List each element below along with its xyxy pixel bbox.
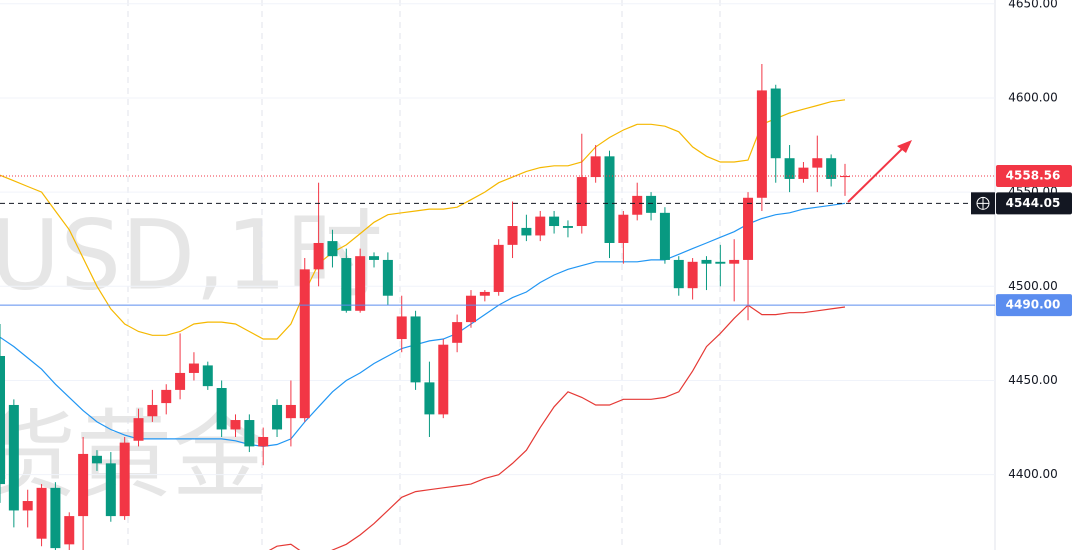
y-tick-label: 4650.00: [1008, 0, 1058, 10]
candle-body: [812, 158, 823, 168]
price-label: 4490.00: [1006, 298, 1061, 312]
arrow-head: [897, 140, 912, 153]
watermark-text: USD,1时: [0, 199, 383, 311]
candle-body: [22, 501, 33, 511]
candle-body: [826, 158, 837, 179]
candle-body: [36, 487, 47, 539]
candle-body: [646, 195, 657, 213]
candle-body: [216, 388, 227, 430]
candle-body: [382, 259, 393, 296]
candle-body: [369, 256, 380, 260]
candle-body: [105, 463, 116, 517]
candle-body: [0, 355, 5, 485]
candle-body: [770, 88, 781, 159]
candle-body: [729, 259, 740, 264]
candle-body: [756, 90, 767, 198]
y-tick-label: 4400.00: [1008, 467, 1058, 481]
candle-body: [535, 216, 546, 236]
candle-body: [119, 442, 130, 517]
candle-body: [576, 177, 587, 227]
candle-body: [78, 453, 89, 517]
candle-body: [147, 404, 158, 417]
candle-body: [452, 322, 463, 343]
watermark: USD,1时 货黄金: [0, 199, 383, 511]
candle-body: [202, 365, 213, 387]
candle-body: [258, 436, 269, 447]
candle-body: [396, 316, 407, 340]
candle-body: [161, 389, 172, 404]
candle-body: [632, 195, 643, 215]
candle-body: [701, 259, 712, 264]
candle-body: [91, 455, 102, 464]
plot: [0, 3, 995, 550]
y-tick-label: 4500.00: [1008, 279, 1058, 293]
candle-body: [562, 226, 573, 228]
candle-body: [272, 404, 283, 430]
y-tick-label: 4600.00: [1008, 90, 1058, 104]
candle-body: [479, 291, 490, 296]
candle-body: [673, 259, 684, 289]
candle-body: [659, 212, 670, 260]
candle-body: [285, 404, 296, 419]
candle-body: [64, 516, 75, 545]
candle-body: [230, 420, 241, 430]
candle-body: [175, 372, 186, 390]
crosshair-icon: [977, 197, 989, 210]
price-label-box: [996, 165, 1072, 187]
candle-body: [507, 226, 518, 245]
y-axis: 4400.004450.004500.004550.004600.004650.…: [971, 0, 1072, 481]
candle-body: [743, 197, 754, 260]
candle-body: [424, 382, 435, 415]
candle-body: [244, 420, 255, 447]
candle-body: [341, 258, 352, 311]
candle-body: [521, 227, 532, 236]
candle-body: [840, 176, 850, 178]
candle-body: [784, 158, 795, 179]
y-tick-label: 4450.00: [1008, 373, 1058, 387]
price-label-box: [996, 294, 1072, 317]
price-label: 4544.05: [1006, 196, 1061, 210]
candle-body: [327, 241, 338, 257]
candle-body: [465, 295, 476, 323]
candle-body: [687, 261, 698, 289]
candle-body: [410, 316, 421, 383]
candle-body: [604, 156, 615, 243]
arrow: [847, 145, 906, 203]
candle-body: [299, 269, 310, 419]
price-label: 4558.56: [1006, 169, 1061, 183]
candle-body: [188, 363, 199, 373]
candle-body: [438, 344, 449, 415]
candle-body: [590, 156, 601, 178]
candle-body: [549, 216, 560, 227]
candle-body: [8, 404, 19, 511]
band-line: [0, 99, 846, 340]
candle-body: [493, 244, 504, 292]
candle-body: [618, 214, 629, 243]
band-line: [268, 304, 846, 550]
candle-body: [50, 487, 61, 549]
candle-body: [798, 167, 809, 179]
candle-body: [133, 418, 144, 441]
candle-body: [355, 256, 366, 311]
candle-body: [313, 242, 324, 270]
candle-body: [715, 261, 726, 264]
price-label-box: [996, 192, 1072, 215]
